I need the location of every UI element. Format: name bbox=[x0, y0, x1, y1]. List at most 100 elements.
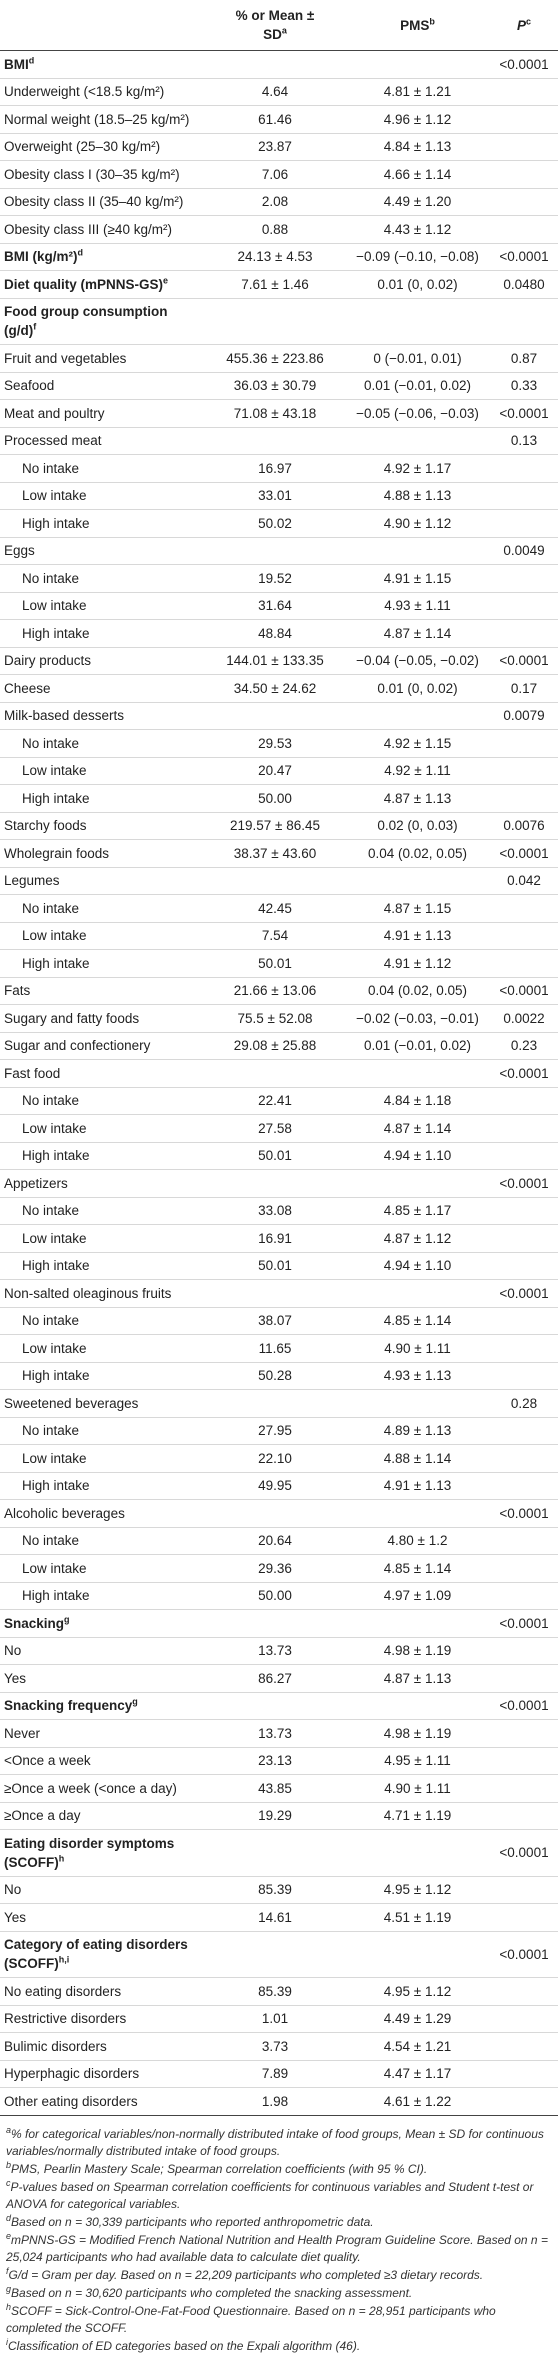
p-cell: 0.28 bbox=[490, 1389, 558, 1418]
row-label: High intake bbox=[22, 1478, 90, 1494]
row-label-cell: Low intake bbox=[0, 1444, 205, 1473]
row-label: Legumes bbox=[4, 873, 60, 889]
table-row: Sugar and confectionery 29.08 ± 25.88 0.01… bbox=[0, 1032, 558, 1060]
pms-cell: 4.88 ± 1.13 bbox=[345, 482, 490, 510]
p-cell: 0.87 bbox=[490, 344, 558, 373]
mean-cell: 24.13 ± 4.53 bbox=[205, 243, 345, 271]
mean-cell: 29.53 bbox=[205, 729, 345, 758]
mean-cell: 7.89 bbox=[205, 2060, 345, 2088]
pms-cell: 4.95 ± 1.12 bbox=[345, 1876, 490, 1904]
row-label-cell: No bbox=[0, 1876, 205, 1904]
pms-cell: 4.88 ± 1.14 bbox=[345, 1444, 490, 1473]
p-value: <0.0001 bbox=[499, 1946, 549, 1962]
pms-value: 4.84 ± 1.13 bbox=[383, 139, 452, 155]
table-row: Low intake 31.64 4.93 ± 1.11 bbox=[0, 592, 558, 620]
mean-value: 31.64 bbox=[258, 598, 292, 614]
mean-value: 86.27 bbox=[258, 1670, 292, 1686]
table-row: Low intake 11.65 4.90 ± 1.11 bbox=[0, 1334, 558, 1363]
table-row: Restrictive disorders 1.01 4.49 ± 1.29 bbox=[0, 2005, 558, 2033]
p-cell bbox=[490, 1664, 558, 1693]
mean-value: 1.01 bbox=[261, 2011, 289, 2027]
mean-cell: 50.00 bbox=[205, 1582, 345, 1610]
mean-cell: 42.45 bbox=[205, 894, 345, 923]
mean-cell: 50.00 bbox=[205, 784, 345, 813]
mean-value: 219.57 ± 86.45 bbox=[230, 818, 320, 834]
p-value: 0.13 bbox=[510, 433, 538, 449]
mean-value: 455.36 ± 223.86 bbox=[226, 350, 324, 366]
row-label-cell: No intake bbox=[0, 894, 205, 923]
footnote-mark: f bbox=[33, 321, 37, 332]
mean-value: 50.01 bbox=[258, 1148, 292, 1164]
table-row: BMI (kg/m²)d 24.13 ± 4.53 −0.09 (−0.10, −0… bbox=[0, 243, 558, 271]
pms-cell: 4.87 ± 1.13 bbox=[345, 784, 490, 813]
table-row: Obesity class I (30–35 kg/m²) 7.06 4.66 ± … bbox=[0, 160, 558, 189]
pms-value: 4.90 ± 1.11 bbox=[384, 1780, 451, 1796]
table-row: Obesity class II (35–40 kg/m²) 2.08 4.49 ±… bbox=[0, 188, 558, 216]
row-label: Restrictive disorders bbox=[4, 2011, 127, 2027]
mean-cell bbox=[205, 1499, 345, 1528]
p-value: <0.0001 bbox=[499, 653, 549, 669]
row-label: Low intake bbox=[22, 488, 87, 504]
table-row: Milk-based desserts 0.0079 bbox=[0, 702, 558, 730]
row-label: Obesity class II (35–40 kg/m²) bbox=[4, 194, 184, 210]
pms-cell: 4.51 ± 1.19 bbox=[345, 1903, 490, 1932]
table-row: High intake 50.01 4.94 ± 1.10 bbox=[0, 1252, 558, 1280]
pms-cell: 4.87 ± 1.14 bbox=[345, 1114, 490, 1143]
p-cell bbox=[490, 1977, 558, 2006]
p-value: <0.0001 bbox=[499, 845, 549, 861]
mean-cell: 7.54 bbox=[205, 922, 345, 950]
pms-cell bbox=[345, 1692, 490, 1720]
pms-cell: 4.85 ± 1.14 bbox=[345, 1554, 490, 1583]
pms-value: 4.71 ± 1.19 bbox=[383, 1808, 452, 1824]
row-label-cell: Starchy foods bbox=[0, 812, 205, 840]
row-label: <Once a week bbox=[4, 1753, 91, 1769]
p-cell: 0.042 bbox=[490, 867, 558, 895]
row-label: No bbox=[4, 1882, 22, 1898]
pms-cell bbox=[345, 867, 490, 895]
row-label-cell: No eating disorders bbox=[0, 1977, 205, 2006]
pms-cell bbox=[345, 1931, 490, 1978]
mean-cell: 33.08 bbox=[205, 1197, 345, 1225]
mean-value: 27.58 bbox=[258, 1120, 292, 1136]
pms-value: 4.90 ± 1.12 bbox=[383, 515, 452, 531]
mean-cell: 19.29 bbox=[205, 1802, 345, 1830]
p-value: <0.0001 bbox=[499, 1698, 549, 1714]
mean-cell bbox=[205, 427, 345, 455]
table-row: <Once a week 23.13 4.95 ± 1.11 bbox=[0, 1747, 558, 1775]
pms-value: 4.97 ± 1.09 bbox=[383, 1588, 452, 1604]
table-header: % or Mean ± SDa PMSb Pc bbox=[0, 0, 558, 51]
mean-cell: 22.41 bbox=[205, 1087, 345, 1115]
table-row: No intake 16.97 4.92 ± 1.17 bbox=[0, 454, 558, 483]
mean-value: 29.36 bbox=[258, 1560, 292, 1576]
mean-value: 75.5 ± 52.08 bbox=[237, 1010, 313, 1026]
pms-cell: 4.95 ± 1.12 bbox=[345, 1977, 490, 2006]
p-cell: <0.0001 bbox=[490, 399, 558, 428]
p-value: 0.23 bbox=[510, 1038, 538, 1054]
p-value: <0.0001 bbox=[499, 983, 549, 999]
mean-cell: 48.84 bbox=[205, 619, 345, 648]
row-label-cell: ≥Once a week (<once a day) bbox=[0, 1774, 205, 1803]
row-label-cell: Diet quality (mPNNS-GS)e bbox=[0, 270, 205, 299]
row-label-cell: Low intake bbox=[0, 1334, 205, 1363]
table-row: No intake 27.95 4.89 ± 1.13 bbox=[0, 1417, 558, 1445]
pms-cell: 4.91 ± 1.13 bbox=[345, 922, 490, 950]
p-cell bbox=[490, 1252, 558, 1280]
p-cell bbox=[490, 2032, 558, 2061]
pms-value: 4.61 ± 1.22 bbox=[383, 2093, 452, 2109]
mean-cell: 13.73 bbox=[205, 1637, 345, 1665]
pms-cell: 4.87 ± 1.13 bbox=[345, 1664, 490, 1693]
table-row: Yes 86.27 4.87 ± 1.13 bbox=[0, 1664, 558, 1693]
p-value: 0.17 bbox=[510, 680, 538, 696]
mean-value: 7.06 bbox=[261, 166, 289, 182]
mean-value: 27.95 bbox=[258, 1423, 292, 1439]
row-label-cell: Yes bbox=[0, 1903, 205, 1932]
p-value: 0.33 bbox=[510, 378, 538, 394]
row-label-cell: Other eating disorders bbox=[0, 2087, 205, 2116]
pms-value: 4.94 ± 1.10 bbox=[383, 1258, 452, 1274]
p-cell: <0.0001 bbox=[490, 1059, 558, 1088]
pms-value: 4.93 ± 1.11 bbox=[384, 598, 451, 614]
row-label-cell: High intake bbox=[0, 619, 205, 648]
table-row: High intake 50.01 4.91 ± 1.12 bbox=[0, 949, 558, 978]
pms-value: 4.49 ± 1.29 bbox=[383, 2011, 452, 2027]
row-label-cell: Obesity class III (≥40 kg/m²) bbox=[0, 215, 205, 244]
